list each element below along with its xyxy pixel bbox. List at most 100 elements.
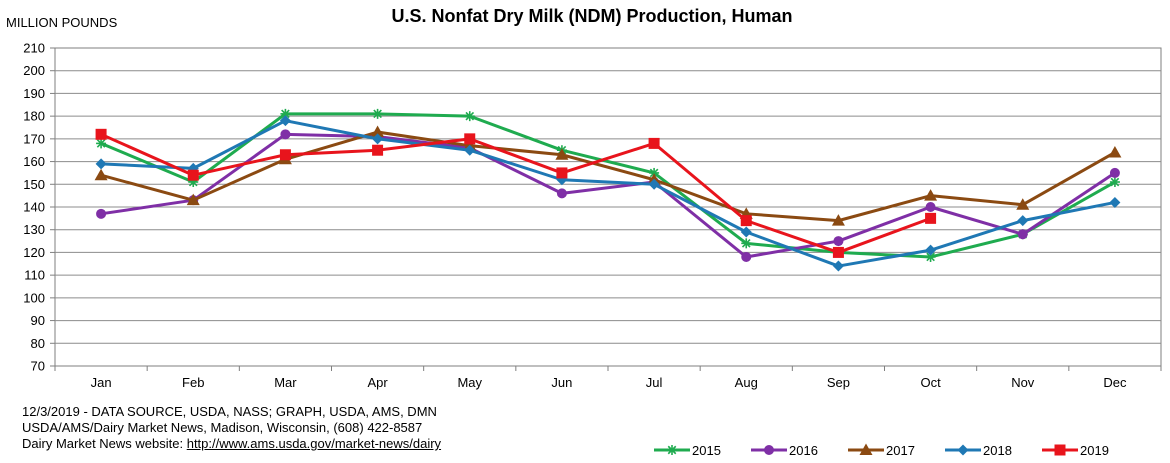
point-2018-may (464, 144, 476, 156)
point-2016-sep (833, 236, 844, 247)
legend-marker-2016 (764, 445, 774, 455)
y-tick-label-70: 70 (31, 359, 45, 374)
chart-title: U.S. Nonfat Dry Milk (NDM) Production, H… (391, 6, 792, 26)
point-2017-jun (555, 148, 569, 160)
point-2017-feb (186, 193, 200, 206)
point-2016-aug (741, 251, 752, 262)
footer-source: 12/3/2019 - DATA SOURCE, USDA, NASS; GRA… (22, 404, 437, 419)
y-tick-label-150: 150 (23, 177, 45, 192)
y-tick-label-170: 170 (23, 131, 45, 146)
x-tick-label-feb: Feb (182, 375, 204, 390)
y-tick-label-110: 110 (24, 268, 45, 283)
y-tick-label-100: 100 (23, 290, 45, 305)
point-2016-nov (1017, 229, 1028, 240)
legend-item-2015: 2015 (654, 443, 721, 458)
legend-marker-2015 (667, 445, 677, 455)
point-2018-oct (925, 244, 937, 256)
point-2017-nov (1016, 198, 1030, 210)
y-axis-ticks: 70 80 90 100 110 120 130 140 150 160 170 180 190 200 2… (23, 41, 55, 374)
point-2015-may (464, 111, 475, 122)
y-tick-label-140: 140 (23, 200, 45, 215)
point-2018-sep (832, 260, 844, 272)
point-2018-nov (1017, 215, 1029, 227)
legend-label-2017: 2017 (886, 443, 915, 458)
y-tick-label-90: 90 (31, 313, 45, 328)
legend-item-2019: 2019 (1042, 443, 1109, 458)
point-2016-oct (925, 202, 936, 212)
y-tick-label-80: 80 (31, 336, 45, 351)
point-2018-jul (648, 178, 660, 190)
x-tick-label-sep: Sep (827, 375, 850, 390)
y-tick-label-180: 180 (23, 109, 45, 124)
legend-label-2015: 2015 (692, 443, 721, 458)
legend-marker-2018 (957, 444, 969, 456)
series-line-2017 (100, 130, 1116, 223)
x-tick-label-oct: Oct (920, 375, 941, 390)
x-tick-label-apr: Apr (367, 375, 388, 390)
legend: 2015 2016 2017 2018 2019 (654, 443, 1109, 458)
series-2019 (95, 128, 937, 258)
point-2019-jul (648, 137, 660, 149)
legend-marker-2019 (1054, 444, 1066, 456)
point-2015-aug (741, 238, 752, 249)
point-2016-jun (556, 188, 567, 199)
series-group (94, 108, 1122, 272)
point-2017-apr (371, 125, 385, 138)
point-2017-jan (94, 168, 108, 181)
point-2019-oct (925, 212, 937, 224)
x-tick-label-dec: Dec (1103, 375, 1127, 390)
point-2016-jan (96, 208, 107, 219)
y-tick-label-120: 120 (23, 245, 45, 260)
legend-label-2018: 2018 (983, 443, 1012, 458)
x-tick-label-jan: Jan (91, 375, 112, 390)
x-tick-label-aug: Aug (735, 375, 758, 390)
legend-marker-2017 (859, 443, 873, 455)
point-2018-aug (740, 226, 752, 238)
series-line-2016 (100, 132, 1116, 259)
point-2016-dec (1109, 167, 1120, 178)
x-tick-label-may: May (457, 375, 482, 390)
point-2019-sep (832, 246, 844, 258)
point-2017-sep (831, 214, 845, 226)
footer-website: Dairy Market News website: http://www.am… (22, 436, 441, 452)
point-2015-apr (372, 108, 383, 119)
point-2019-aug (740, 215, 752, 227)
y-tick-label-200: 200 (23, 63, 45, 78)
x-tick-label-nov: Nov (1011, 375, 1035, 390)
point-2019-feb (187, 169, 199, 181)
point-2015-dec (1109, 177, 1120, 188)
footer-address: USDA/AMS/Dairy Market News, Madison, Wis… (22, 420, 423, 435)
series-line-2018 (101, 119, 1116, 268)
point-2017-dec (1108, 145, 1122, 158)
point-2019-mar (279, 149, 291, 161)
point-2019-may (464, 133, 476, 145)
y-tick-label-190: 190 (23, 86, 45, 101)
point-2019-jan (95, 128, 107, 140)
point-2018-dec (1109, 196, 1121, 208)
point-2018-jan (95, 158, 107, 170)
y-tick-label-130: 130 (23, 222, 45, 237)
x-tick-label-jul: Jul (646, 375, 663, 390)
legend-item-2018: 2018 (945, 443, 1012, 458)
x-axis-ticks: Jan Feb Mar Apr May Jun Jul Aug Sep Oct Nov Dec (54, 366, 1162, 390)
point-2018-mar (279, 115, 291, 127)
x-tick-label-jun: Jun (551, 375, 572, 390)
series-line-2015 (100, 112, 1116, 259)
legend-label-2016: 2016 (789, 443, 818, 458)
legend-item-2016: 2016 (751, 443, 818, 458)
point-2016-mar (280, 129, 291, 140)
y-axis-label: MILLION POUNDS (6, 15, 118, 30)
series-line-2019 (100, 132, 932, 254)
footer-website-link[interactable]: http://www.ams.usda.gov/market-news/dair… (186, 436, 442, 451)
legend-label-2019: 2019 (1080, 443, 1109, 458)
point-2019-apr (372, 144, 384, 156)
point-2018-apr (372, 133, 384, 145)
x-tick-label-mar: Mar (274, 375, 297, 390)
point-2015-jan (96, 138, 107, 149)
y-tick-label-210: 210 (23, 41, 45, 56)
footer-website-label: Dairy Market News website: (22, 436, 187, 451)
legend-item-2017: 2017 (848, 443, 915, 458)
y-tick-label-160: 160 (23, 154, 45, 169)
point-2019-jun (556, 167, 568, 179)
